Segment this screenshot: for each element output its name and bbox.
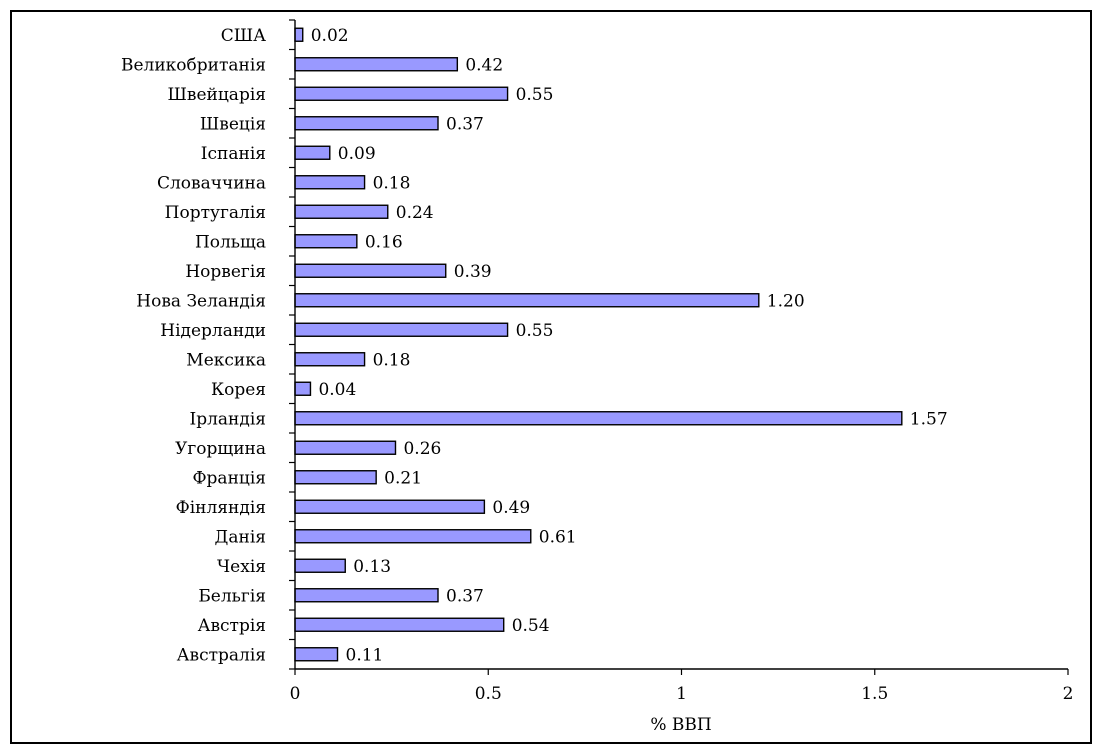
category-label: Австрія <box>198 616 266 636</box>
bar-21 <box>294 617 505 632</box>
bar-20 <box>294 588 439 603</box>
bar-16 <box>294 470 377 485</box>
category-label: Корея <box>211 380 266 400</box>
value-label: 0.16 <box>365 232 403 252</box>
axes-group <box>289 19 1069 675</box>
value-label: 0.02 <box>311 26 349 46</box>
bar-22 <box>294 647 339 662</box>
bar-9 <box>294 263 447 278</box>
category-label: Словаччина <box>157 173 266 193</box>
x-tick-label: 2 <box>1063 684 1074 704</box>
value-label: 0.18 <box>373 350 411 370</box>
value-label: 0.54 <box>512 616 550 636</box>
bar-19 <box>294 558 346 573</box>
bar-2 <box>294 57 459 72</box>
category-label: Австралія <box>177 645 266 665</box>
category-label: Швейцарія <box>168 85 266 105</box>
value-label: 0.26 <box>403 439 441 459</box>
value-label: 1.20 <box>767 291 805 311</box>
value-label: 0.39 <box>454 262 492 282</box>
bar-17 <box>294 499 486 514</box>
category-label: Мексика <box>186 350 266 370</box>
x-tick-label: 1 <box>676 684 687 704</box>
bar-14 <box>294 411 903 426</box>
category-label: Швеція <box>200 114 266 134</box>
category-label: Великобританія <box>121 55 266 75</box>
bar-13 <box>294 381 312 396</box>
bar-8 <box>294 234 358 249</box>
category-label: Нідерланди <box>160 321 266 341</box>
category-label: Іспанія <box>201 144 266 164</box>
bar-1 <box>294 27 304 42</box>
category-label: Норвегія <box>185 262 266 282</box>
bar-6 <box>294 175 366 190</box>
value-labels: 0.02 0.42 0.55 0.37 0.09 0.18 0.24 0.16 0.39 1.20… <box>311 26 948 666</box>
x-tick-label: 0 <box>290 684 301 704</box>
value-label: 0.09 <box>338 144 376 164</box>
value-label: 0.49 <box>492 498 530 518</box>
chart-frame <box>10 10 1092 744</box>
bar-7 <box>294 204 389 219</box>
category-label: Франція <box>192 468 266 488</box>
x-tick-label: 1.5 <box>861 684 888 704</box>
value-label: 0.37 <box>446 586 484 606</box>
bar-18 <box>294 529 532 544</box>
category-label: Нова Зеландія <box>136 291 266 311</box>
category-label: Португалія <box>165 203 266 223</box>
value-label: 0.55 <box>516 321 554 341</box>
category-label: Ірландія <box>190 409 267 429</box>
category-labels: США Великобританія Швейцарія Швеція Іспанія С… <box>121 26 266 666</box>
value-label: 0.13 <box>353 557 391 577</box>
category-label: Чехія <box>217 557 266 577</box>
x-axis-title: % ВВП <box>650 715 711 735</box>
bar-12 <box>294 352 366 367</box>
bar-15 <box>294 440 397 455</box>
value-label: 0.24 <box>396 203 434 223</box>
value-label: 0.55 <box>516 85 554 105</box>
value-label: 0.21 <box>384 468 422 488</box>
bar-3 <box>294 86 509 101</box>
bar-4 <box>294 116 439 131</box>
category-label: Данія <box>215 527 266 547</box>
bar-10 <box>294 293 760 308</box>
value-label: 0.61 <box>539 527 577 547</box>
x-tick-label: 0.5 <box>475 684 502 704</box>
category-label: США <box>221 26 266 46</box>
category-label: Польща <box>195 232 266 252</box>
value-label: 1.57 <box>910 409 948 429</box>
value-label: 0.04 <box>318 380 356 400</box>
value-label: 0.18 <box>373 173 411 193</box>
bar-5 <box>294 145 331 160</box>
value-label: 0.42 <box>465 55 503 75</box>
bar-11 <box>294 322 509 337</box>
x-tick-labels: 0 0.5 1 1.5 2 <box>290 684 1074 704</box>
category-label: Фінляндія <box>176 498 266 518</box>
category-label: Угорщина <box>175 439 266 459</box>
value-label: 0.37 <box>446 114 484 134</box>
value-label: 0.11 <box>346 645 384 665</box>
category-label: Бельгія <box>198 586 266 606</box>
